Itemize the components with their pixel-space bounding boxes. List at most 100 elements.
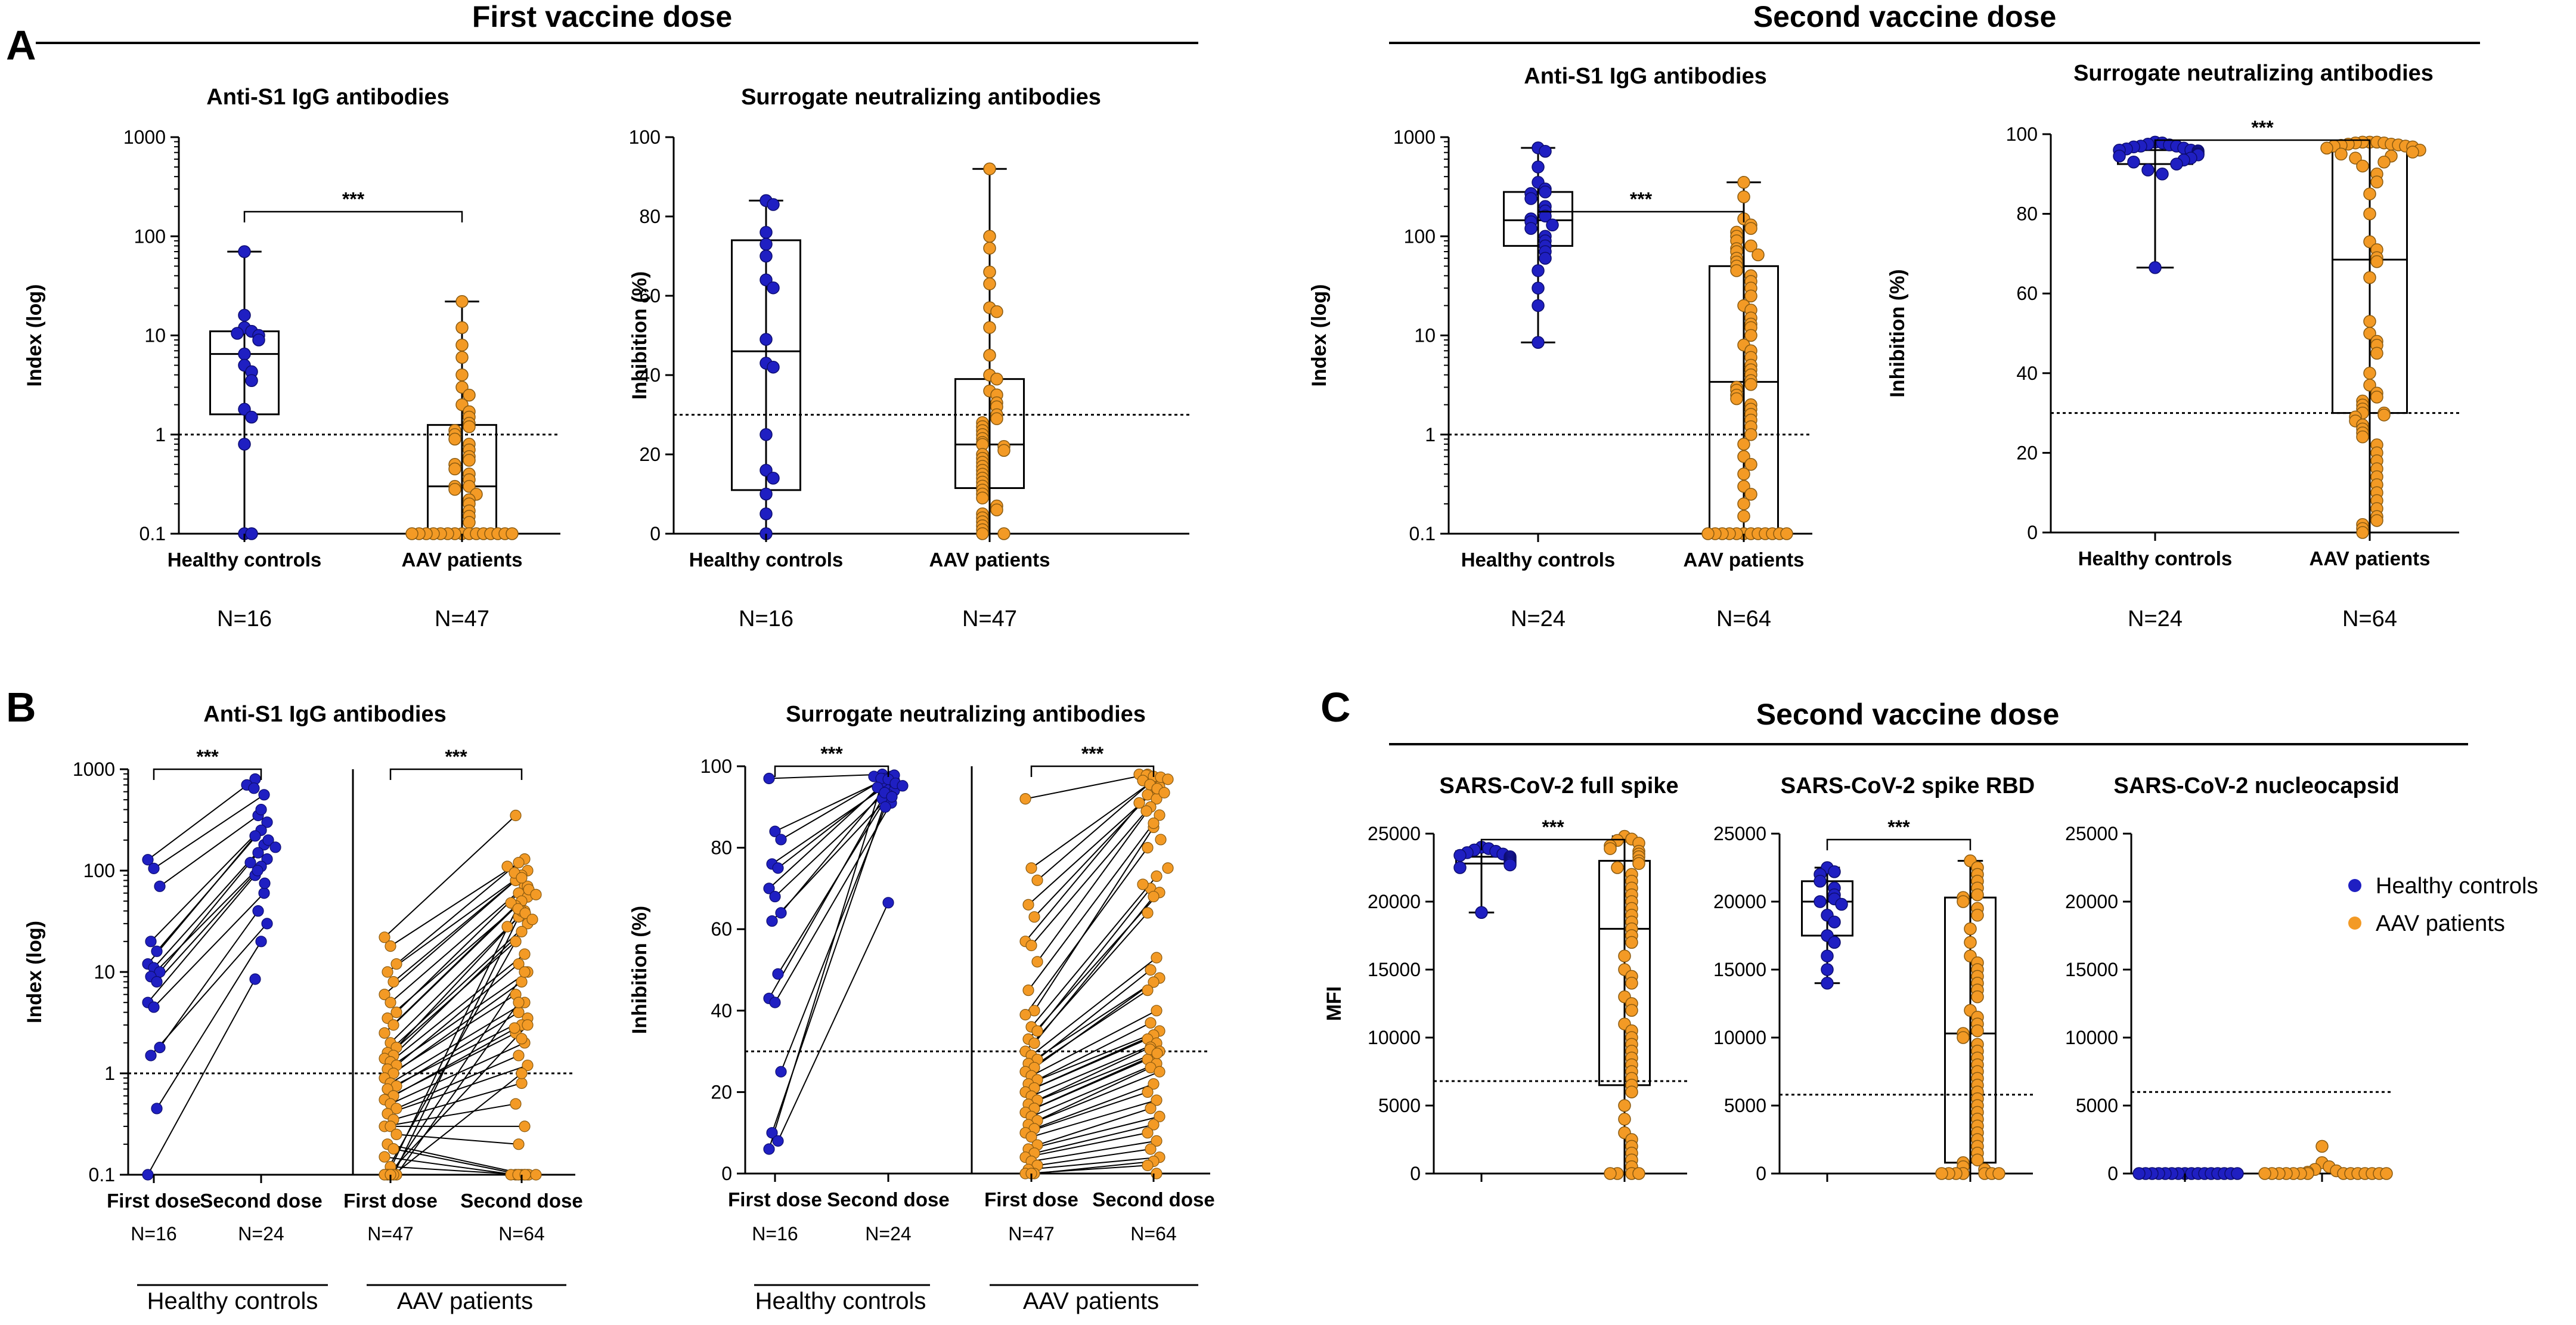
A3-data-point (1701, 527, 1715, 540)
A1-data-point (455, 380, 469, 394)
B1-data-point (261, 918, 273, 930)
B1-data-point (252, 847, 264, 859)
A3-data-point (1546, 218, 1559, 232)
B1-data-point (516, 925, 528, 937)
B2-pair-line (768, 773, 883, 779)
B1-data-point (513, 996, 525, 1008)
B1-data-point (255, 936, 267, 948)
B2-ytick-label: 0 (721, 1163, 732, 1184)
B1-data-point (510, 936, 522, 948)
B1-ytick-label: 10 (94, 961, 115, 983)
B1-data-point (513, 856, 525, 869)
B1-data-point (390, 1103, 402, 1115)
C1-ytick-label: 15000 (1368, 959, 1421, 980)
B1-data-point (142, 854, 154, 866)
A2-data-point (767, 198, 780, 211)
C2-data-point (1821, 963, 1834, 976)
B1-data-point (501, 860, 513, 872)
A3-n-label: N=24 (1511, 606, 1566, 631)
B2-pair-line (774, 802, 892, 1003)
B1-data-point (252, 865, 264, 877)
B2-pair-line (1025, 794, 1148, 942)
C2-data-point (1814, 875, 1827, 888)
legend-label-aav: AAV patients (2376, 911, 2505, 936)
A3-data-point (1532, 336, 1545, 349)
B1-pair-line (390, 971, 525, 1175)
C3-ytick-label: 5000 (2076, 1095, 2118, 1116)
A2-data-point (990, 305, 1003, 318)
B1-data-point (244, 856, 256, 869)
b1-group-label-healthy: Healthy controls (147, 1288, 318, 1314)
A2-ytick-label: 80 (639, 206, 661, 227)
B1-data-point (530, 889, 542, 900)
A2-data-point (767, 281, 780, 295)
A1-data-point (455, 338, 469, 352)
B2-pair-line (771, 790, 895, 922)
A1-data-point (238, 308, 251, 322)
B1-data-point (513, 958, 525, 970)
A4-data-point (2363, 187, 2376, 200)
B2-data-point (1154, 1066, 1165, 1078)
B2-pair-line (1034, 1124, 1154, 1154)
legend-marker-aav (2348, 917, 2361, 930)
B1-data-point (385, 996, 396, 1008)
B2-data-point (1151, 1094, 1163, 1106)
B2-pair-line (1031, 957, 1157, 1056)
B2-pair-line (1028, 1156, 1160, 1171)
B1-n-label: N=47 (367, 1223, 413, 1244)
B1-data-point (388, 1019, 399, 1031)
A2-data-point (767, 360, 780, 374)
A3-data-point (1737, 176, 1750, 189)
B2-n-label: N=64 (1130, 1223, 1176, 1244)
A3-ytick-label: 1 (1425, 424, 1436, 445)
B2-y-label: Inhibition (%) (628, 906, 651, 1034)
B1-data-point (516, 1067, 528, 1079)
A4-data-point (2370, 514, 2383, 527)
B1-data-point (151, 945, 163, 957)
b2-group-label-aav: AAV patients (1023, 1288, 1159, 1314)
B2-ytick-label: 80 (711, 837, 732, 859)
B1-pair-line (393, 875, 522, 983)
B1-data-point (501, 921, 513, 933)
A3-data-point (1744, 329, 1757, 342)
A4-data-point (2363, 327, 2376, 340)
B1-pair-line (387, 971, 528, 1070)
C3-data-point (2132, 1167, 2146, 1180)
B2-data-point (1142, 1127, 1154, 1139)
B2-data-point (1162, 773, 1174, 785)
A3-data-point (1780, 527, 1793, 540)
B2-pair-line (1025, 1038, 1148, 1093)
B1-pair-line (384, 905, 516, 1034)
C2-data-point (1835, 897, 1848, 911)
A2-data-point (983, 162, 996, 175)
B2-data-point (1028, 911, 1040, 923)
B1-x-tick-label: First dose (343, 1190, 438, 1212)
A2-y-label: Inhibition (%) (628, 271, 651, 400)
A3-data-point (1737, 479, 1750, 493)
C2-data-point (1814, 895, 1827, 908)
C2-data-point (1971, 990, 1984, 1004)
A4-title: Surrogate neutralizing antibodies (2073, 61, 2434, 86)
A4-data-point (2320, 141, 2333, 155)
B1-pair-line (387, 886, 528, 1175)
A3-data-point (1744, 289, 1757, 303)
B1-pair-line (396, 1002, 519, 1175)
B1-data-point (516, 1077, 528, 1089)
A4-data-point (2363, 207, 2376, 221)
B1-data-point (388, 976, 399, 988)
A4-data-point (2363, 235, 2376, 249)
C1-ytick-label: 25000 (1368, 823, 1421, 844)
C1-ytick-label: 20000 (1368, 891, 1421, 912)
B2-pair-line (1034, 982, 1154, 1069)
B2-pair-line (1037, 1022, 1151, 1081)
A4-ytick-label: 0 (2027, 522, 2038, 543)
B1-pair-line (384, 993, 516, 1079)
B1-data-point (390, 1007, 402, 1018)
B1-data-point (154, 880, 166, 892)
B2-data-point (1142, 985, 1154, 996)
C1-data-point (1604, 1167, 1617, 1180)
C2-ytick-label: 20000 (1713, 891, 1766, 912)
B2-x-tick-label: Second dose (827, 1188, 949, 1211)
A1-data-point (455, 351, 469, 364)
C2-ytick-label: 0 (1756, 1163, 1766, 1184)
